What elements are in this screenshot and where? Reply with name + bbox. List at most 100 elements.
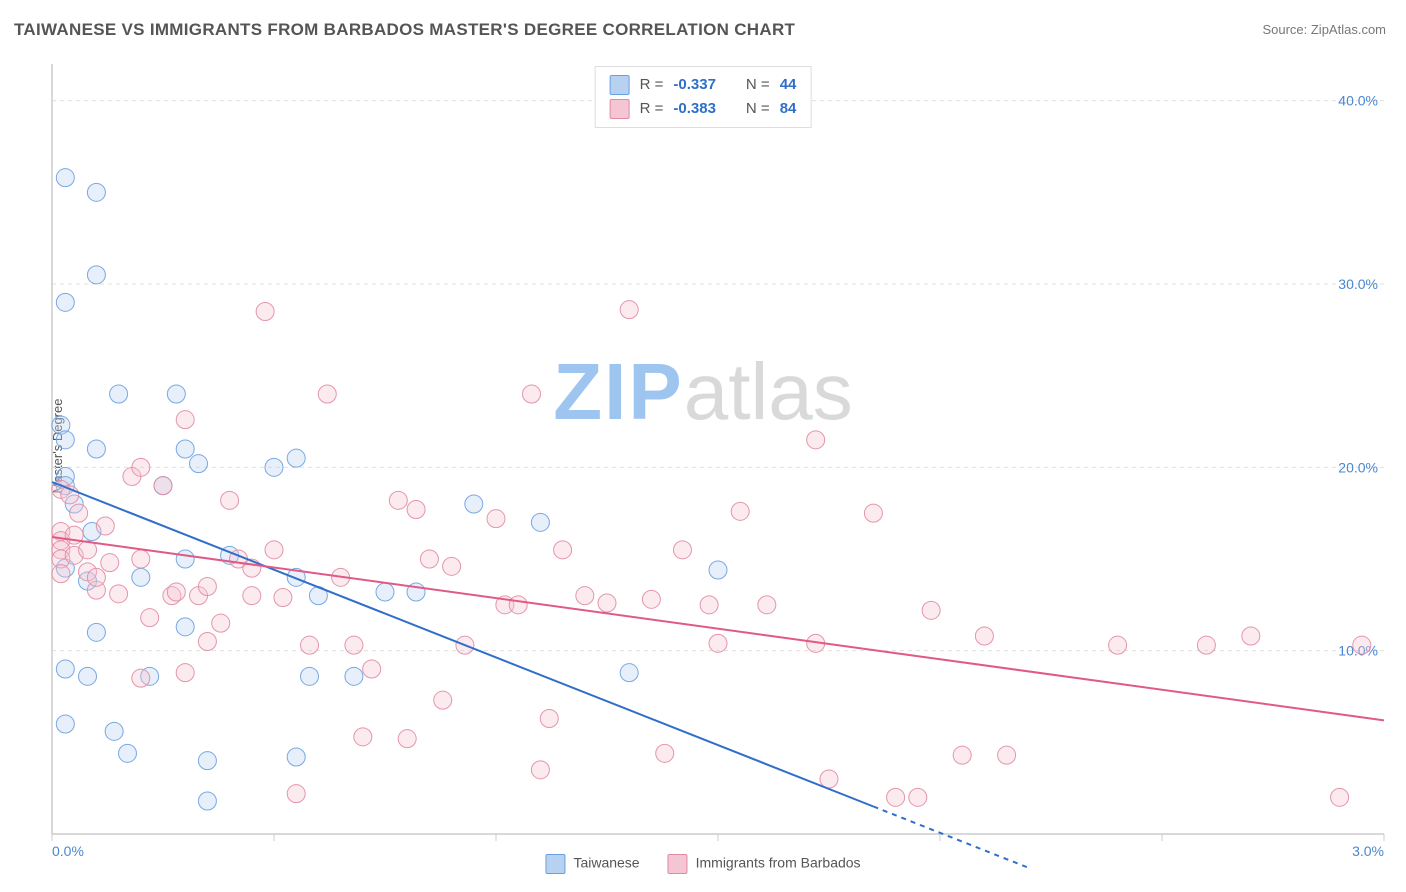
data-point [176,411,194,429]
data-point [167,385,185,403]
data-point [953,746,971,764]
data-point [434,691,452,709]
data-point [176,664,194,682]
data-point [56,431,74,449]
data-point [922,601,940,619]
data-point [540,710,558,728]
data-point [110,385,128,403]
chart-title: TAIWANESE VS IMMIGRANTS FROM BARBADOS MA… [14,20,795,40]
data-point [554,541,572,559]
n-value: 84 [780,97,797,121]
data-point [141,609,159,627]
data-point [598,594,616,612]
data-point [96,517,114,535]
chart-container: TAIWANESE VS IMMIGRANTS FROM BARBADOS MA… [0,0,1406,892]
r-label: R = [640,97,664,121]
data-point [212,614,230,632]
data-point [198,578,216,596]
source-label: Source: ZipAtlas.com [1262,22,1386,37]
data-point [87,623,105,641]
legend-series: Taiwanese Immigrants from Barbados [545,854,860,874]
legend-swatch [668,854,688,874]
data-point [1109,636,1127,654]
data-point [407,501,425,519]
data-point [1353,636,1371,654]
data-point [79,667,97,685]
svg-text:20.0%: 20.0% [1338,459,1378,475]
legend-swatch [545,854,565,874]
data-point [1197,636,1215,654]
data-point [87,440,105,458]
legend-stats-row: R =-0.337N =44 [610,73,797,97]
legend-item: Taiwanese [545,854,639,874]
data-point [56,169,74,187]
data-point [443,557,461,575]
data-point [389,491,407,509]
data-point [731,502,749,520]
data-point [132,568,150,586]
data-point [221,491,239,509]
data-point [465,495,483,513]
data-point [265,458,283,476]
data-point [132,458,150,476]
data-point [56,660,74,678]
data-point [274,589,292,607]
data-point [820,770,838,788]
data-point [56,715,74,733]
svg-text:3.0%: 3.0% [1352,843,1384,859]
data-point [1331,788,1349,806]
data-point [376,583,394,601]
data-point [110,585,128,603]
data-point [287,449,305,467]
legend-swatch [610,99,630,119]
data-point [301,636,319,654]
legend-stats-box: R =-0.337N =44R =-0.383N =84 [595,66,812,128]
data-point [87,183,105,201]
data-point [287,785,305,803]
data-point [523,385,541,403]
scatter-plot-svg: 10.0%20.0%30.0%40.0%0.0%3.0% [52,64,1384,834]
data-point [132,550,150,568]
data-point [531,513,549,531]
data-point [256,303,274,321]
data-point [301,667,319,685]
data-point [176,440,194,458]
data-point [700,596,718,614]
data-point [132,669,150,687]
data-point [642,590,660,608]
data-point [345,636,363,654]
data-point [998,746,1016,764]
n-label: N = [746,73,770,97]
legend-swatch [610,75,630,95]
data-point [154,477,172,495]
data-point [52,565,70,583]
legend-label: Immigrants from Barbados [696,855,861,871]
data-point [909,788,927,806]
data-point [576,587,594,605]
data-point [265,541,283,559]
data-point [198,792,216,810]
r-value: -0.337 [673,73,716,97]
data-point [190,455,208,473]
n-value: 44 [780,73,797,97]
legend-label: Taiwanese [573,855,639,871]
data-point [87,266,105,284]
data-point [656,744,674,762]
legend-stats-row: R =-0.383N =84 [610,97,797,121]
data-point [807,431,825,449]
data-point [673,541,691,559]
data-point [398,730,416,748]
data-point [287,748,305,766]
svg-text:30.0%: 30.0% [1338,276,1378,292]
data-point [56,293,74,311]
r-value: -0.383 [673,97,716,121]
data-point [887,788,905,806]
data-point [198,633,216,651]
data-point [620,664,638,682]
data-point [176,618,194,636]
data-point [345,667,363,685]
legend-item: Immigrants from Barbados [668,854,861,874]
data-point [864,504,882,522]
svg-text:0.0%: 0.0% [52,843,84,859]
data-point [709,634,727,652]
